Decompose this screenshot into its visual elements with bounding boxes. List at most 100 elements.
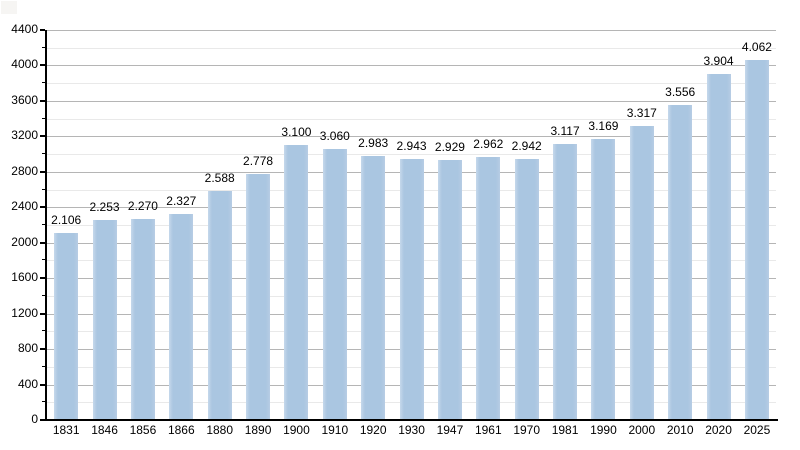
minor-gridline xyxy=(47,118,776,120)
y-minor-tick xyxy=(42,259,45,261)
bar-value-label: 2.327 xyxy=(166,193,197,208)
bar-slot-1970: 2.942 xyxy=(508,30,546,420)
x-tick-label: 1920 xyxy=(359,423,387,437)
bar-value-label: 3.904 xyxy=(703,53,734,68)
y-tick-label: 2400 xyxy=(11,199,38,214)
y-major-tick xyxy=(40,206,45,209)
bar-value-label: 3.060 xyxy=(319,128,350,143)
y-major-tick xyxy=(40,29,45,31)
bar-slot-1930: 2.943 xyxy=(392,30,430,420)
y-major-tick xyxy=(40,277,45,280)
bar-slot-1846: 2.253 xyxy=(85,30,123,420)
y-tick-label: 4400 xyxy=(11,22,38,36)
y-minor-tick xyxy=(42,46,45,48)
x-tick-label: 1910 xyxy=(321,423,349,437)
major-gridline xyxy=(47,136,776,138)
bar-value-label: 3.169 xyxy=(588,119,619,134)
y-tick-label: 2800 xyxy=(11,163,38,178)
bar-slot-1880: 2.588 xyxy=(201,30,239,420)
x-tick-label: 1900 xyxy=(283,423,310,437)
y-minor-tick xyxy=(42,188,45,190)
y-minor-tick xyxy=(42,330,45,332)
bar-slot-1910: 3.060 xyxy=(316,30,354,420)
bar-value-label: 2.106 xyxy=(51,213,82,228)
bar-1831 xyxy=(54,233,79,420)
y-tick-label: 4000 xyxy=(11,57,38,72)
bar-slot-1856: 2.270 xyxy=(124,30,162,420)
bar-1866 xyxy=(169,213,194,420)
bars-layer: 2.106 2.253 2.270 2.327 2.588 2.778 3.100 3.060… xyxy=(47,30,776,420)
bar-value-label: 2.270 xyxy=(127,198,158,213)
bar-1920 xyxy=(361,155,386,420)
y-tick-label: 3200 xyxy=(11,128,38,143)
major-gridline xyxy=(47,30,776,31)
x-tick-label: 1961 xyxy=(474,423,502,437)
bar-slot-1920: 2.983 xyxy=(354,30,392,420)
x-tick-label: 2025 xyxy=(743,423,771,437)
bar-value-label: 2.983 xyxy=(358,135,389,150)
x-tick-label: 1930 xyxy=(398,423,425,437)
major-gridline xyxy=(47,100,776,102)
bar-slot-2010: 3.556 xyxy=(661,30,699,420)
y-tick-label: 1600 xyxy=(11,270,38,285)
y-major-tick xyxy=(40,99,45,102)
bar-1930 xyxy=(399,159,424,420)
y-major-tick xyxy=(40,419,45,421)
bar-slot-2020: 3.904 xyxy=(699,30,737,420)
bar-2000 xyxy=(629,126,654,420)
bar-1970 xyxy=(514,159,539,420)
bar-1846 xyxy=(92,220,117,420)
bar-value-label: 3.100 xyxy=(281,125,312,140)
bar-slot-2025: 4.062 xyxy=(738,30,776,420)
bar-value-label: 2.588 xyxy=(204,170,235,185)
bar-1981 xyxy=(553,143,578,420)
bar-slot-2000: 3.317 xyxy=(623,30,661,420)
y-major-tick xyxy=(40,135,45,138)
x-axis-line xyxy=(45,419,778,421)
x-tick-label: 1947 xyxy=(436,423,464,437)
bar-slot-1831: 2.106 xyxy=(47,30,85,420)
bar-1880 xyxy=(207,190,232,420)
x-tick-label: 1890 xyxy=(244,423,272,437)
bar-slot-1990: 3.169 xyxy=(584,30,622,420)
bar-1990 xyxy=(591,139,616,420)
y-minor-tick xyxy=(42,401,45,403)
minor-gridline xyxy=(47,83,776,85)
x-axis-labels: 1831 1846 1856 1866 1880 1890 1900 1910 1920 1930… xyxy=(47,423,776,437)
x-tick-label: 1981 xyxy=(551,423,579,437)
y-major-tick xyxy=(40,383,45,386)
bar-slot-1866: 2.327 xyxy=(162,30,200,420)
bar-2025 xyxy=(744,59,769,420)
bar-1856 xyxy=(130,218,155,420)
x-tick-label: 1990 xyxy=(590,423,617,437)
bar-value-label: 2.962 xyxy=(473,137,504,152)
bar-slot-1947: 2.929 xyxy=(431,30,469,420)
bar-value-label: 3.317 xyxy=(626,106,657,120)
bar-2020 xyxy=(706,73,731,420)
x-tick-label: 1880 xyxy=(206,423,234,437)
major-gridline xyxy=(47,65,776,67)
bar-value-label: 2.943 xyxy=(396,139,427,154)
bar-2010 xyxy=(668,104,693,420)
y-tick-label: 3600 xyxy=(11,92,38,107)
y-minor-tick xyxy=(42,365,45,367)
y-major-tick xyxy=(40,170,45,173)
y-tick-label: 800 xyxy=(17,341,38,356)
bar-value-label: 2.778 xyxy=(243,153,274,168)
bar-value-label: 2.929 xyxy=(434,140,465,155)
y-major-tick xyxy=(40,312,45,315)
bar-slot-1900: 3.100 xyxy=(277,30,315,420)
y-axis-line xyxy=(45,30,47,421)
x-tick-label: 1970 xyxy=(513,423,541,437)
y-minor-tick xyxy=(42,224,45,225)
x-tick-label: 1856 xyxy=(129,423,157,437)
plot-area: 2.106 2.253 2.270 2.327 2.588 2.778 3.100 3.060… xyxy=(11,23,776,425)
x-tick-label: 2020 xyxy=(705,423,732,437)
bar-1910 xyxy=(322,148,347,420)
y-minor-tick xyxy=(42,82,45,84)
y-minor-tick xyxy=(42,294,45,296)
minor-gridline xyxy=(47,47,776,49)
bar-1961 xyxy=(476,157,501,420)
y-tick-label: 2000 xyxy=(11,234,38,249)
